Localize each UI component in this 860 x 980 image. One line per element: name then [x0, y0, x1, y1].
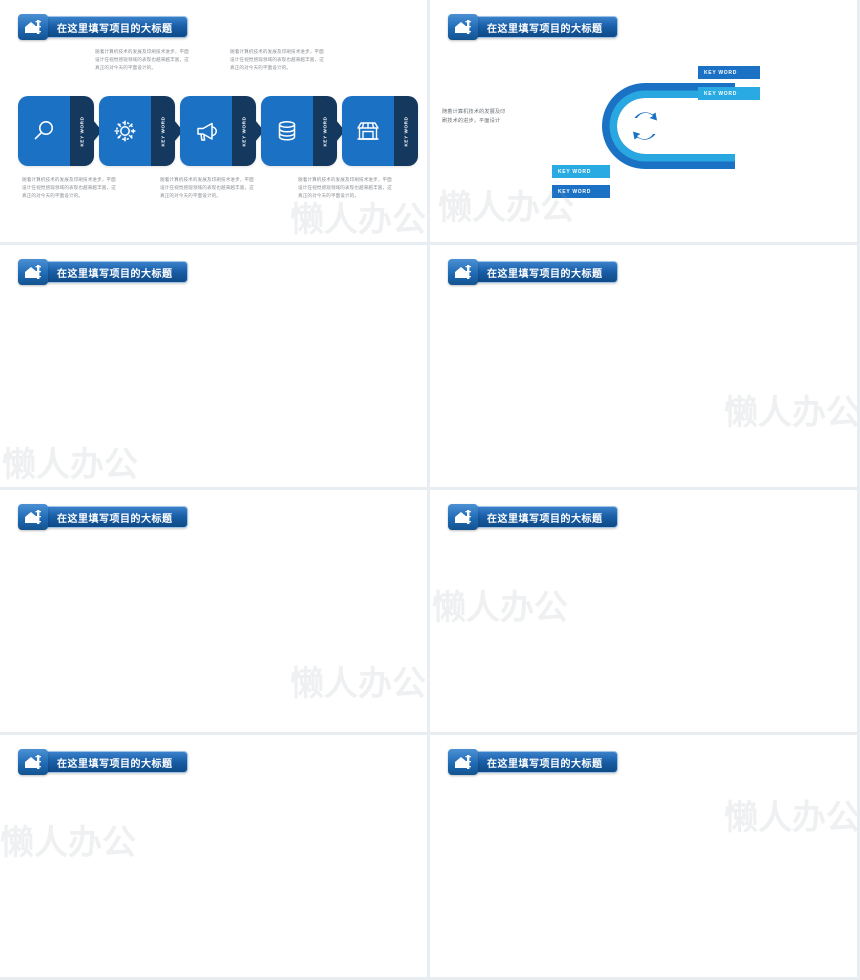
slide-7-title-badge: 在这里填写项目的大标题	[18, 749, 188, 775]
slide-4[interactable]: 在这里填写项目的大标题 随着计算机技术的发展及印刷技术进步，平面设计在视觉感观领…	[430, 245, 860, 490]
chevron-step-1[interactable]: KEY WORD	[18, 96, 102, 166]
slide-1-chevron-row[interactable]: KEY WORD	[18, 96, 418, 166]
home-ruler-icon	[18, 259, 48, 285]
slide-5-title-badge: 在这里填写项目的大标题	[18, 504, 188, 530]
chevron-arrow	[174, 120, 183, 142]
watermark: 懒人办公	[2, 447, 138, 484]
slide-2-left-caption: 随着计算机技术的发展及印刷技术的进步，平面设计	[442, 109, 506, 124]
slide-1-title-bar: 在这里填写项目的大标题	[40, 16, 188, 38]
keyword-text: KEY WORD	[322, 116, 328, 146]
keyword-text: KEY WORD	[241, 116, 247, 146]
slide-6[interactable]: 在这里填写项目的大标题	[430, 490, 860, 735]
keyword-bar-2[interactable]: KEY WORD	[698, 87, 760, 100]
keyword-text: KEY WORD	[704, 90, 738, 97]
caption: 随着计算机技术的发展及印刷技术进步，平面设计在视觉感观领域的表现也越来越丰富，这…	[95, 49, 189, 71]
caption: 随着计算机技术的发展及印刷技术进步，平面设计在视觉感观领域的表现也越来越丰富，这…	[22, 177, 116, 199]
slide-6-title-badge: 在这里填写项目的大标题	[448, 504, 618, 530]
chevron-arrow	[93, 120, 102, 142]
slide-5-title-text: 在这里填写项目的大标题	[57, 513, 173, 525]
slide-5[interactable]: 在这里填写项目的大标题	[0, 490, 430, 735]
slide-8-title-text: 在这里填写项目的大标题	[487, 758, 603, 770]
keyword-text: KEY WORD	[403, 116, 409, 146]
megaphone-icon	[180, 96, 232, 166]
keyword-text: KEY WORD	[558, 168, 592, 175]
chevron-arrow	[255, 120, 264, 142]
slide-4-title-bar: 在这里填写项目的大标题	[470, 261, 618, 283]
chevron-step-2[interactable]: KEY WORD	[99, 96, 183, 166]
slide-3-title-bar: 在这里填写项目的大标题	[40, 261, 188, 283]
slide-3[interactable]: 在这里填写项目的大标题 随着计算机技术的发展及印刷技术进步，平面设计在视觉感观领…	[0, 245, 430, 490]
chevron-label-2: KEY WORD	[151, 96, 175, 166]
slide-8[interactable]: 在这里填写项目的大标题 02	[430, 735, 860, 980]
chevron-arrow	[336, 120, 345, 142]
slide-3-title-text: 在这里填写项目的大标题	[57, 268, 173, 280]
keyword-text: KEY WORD	[704, 69, 738, 76]
watermark: 懒人办公	[0, 825, 136, 862]
chevron-step-3[interactable]: KEY WORD	[180, 96, 264, 166]
store-icon	[342, 96, 394, 166]
keyword-text: KEY WORD	[160, 116, 166, 146]
slide-6-title-bar: 在这里填写项目的大标题	[470, 506, 618, 528]
slide-7[interactable]: 在这里填写项目的大标题 KEY WORD 随着计算机技术的发展及印刷技术进步平面…	[0, 735, 430, 980]
caption: 随着计算机技术的发展及印刷技术进步，平面设计在视觉感观领域的表现也越来越丰富，这…	[230, 49, 324, 71]
keyword-text: KEY WORD	[79, 116, 85, 146]
keyword-bar-4[interactable]: KEY WORD	[552, 185, 610, 198]
home-ruler-icon	[448, 749, 478, 775]
caption: 随着计算机技术的发展及印刷技术进步，平面设计在视觉感观领域的表现也越来越丰富，这…	[160, 177, 254, 199]
home-ruler-icon	[448, 259, 478, 285]
slide-1-top-captions: 随着计算机技术的发展及印刷技术进步，平面设计在视觉感观领域的表现也越来越丰富，这…	[0, 48, 430, 88]
slide-2-title-badge: 在这里填写项目的大标题	[448, 14, 618, 40]
home-ruler-icon	[18, 14, 48, 40]
chevron-step-4[interactable]: KEY WORD	[261, 96, 345, 166]
gear-icon	[99, 96, 151, 166]
keyword-bar-1[interactable]: KEY WORD	[698, 66, 760, 79]
slide-4-title-text: 在这里填写项目的大标题	[487, 268, 603, 280]
chevron-label-5: KEY WORD	[394, 96, 418, 166]
watermark: 懒人办公	[724, 800, 860, 837]
slide-8-title-badge: 在这里填写项目的大标题	[448, 749, 618, 775]
chevron-step-5[interactable]: KEY WORD	[342, 96, 418, 166]
slide-2-title-text: 在这里填写项目的大标题	[487, 23, 603, 35]
watermark: 懒人办公	[724, 395, 860, 432]
keyword-bar-3[interactable]: KEY WORD	[552, 165, 610, 178]
chevron-label-3: KEY WORD	[232, 96, 256, 166]
home-ruler-icon	[18, 749, 48, 775]
slide-4-title-badge: 在这里填写项目的大标题	[448, 259, 618, 285]
home-ruler-icon	[448, 14, 478, 40]
caption: 随着计算机技术的发展及印刷技术进步，平面设计在视觉感观领域的表现也越来越丰富，这…	[298, 177, 392, 199]
magnifier-icon	[18, 96, 70, 166]
slide-7-title-text: 在这里填写项目的大标题	[57, 758, 173, 770]
slide-8-title-bar: 在这里填写项目的大标题	[470, 751, 618, 773]
slide-2[interactable]: 在这里填写项目的大标题 随着计算机技术的发展及印刷技术的进步，平面设计 KEY …	[430, 0, 860, 245]
slide-1-title-text: 在这里填写项目的大标题	[57, 23, 173, 35]
slide-6-title-text: 在这里填写项目的大标题	[487, 513, 603, 525]
slide-2-title-bar: 在这里填写项目的大标题	[470, 16, 618, 38]
home-ruler-icon	[448, 504, 478, 530]
slide-5-title-bar: 在这里填写项目的大标题	[40, 506, 188, 528]
database-icon	[261, 96, 313, 166]
watermark: 懒人办公	[432, 590, 568, 627]
slide-3-title-badge: 在这里填写项目的大标题	[18, 259, 188, 285]
keyword-text: KEY WORD	[558, 188, 592, 195]
slide-1-title-badge: 在这里填写项目的大标题	[18, 14, 188, 40]
slide-7-title-bar: 在这里填写项目的大标题	[40, 751, 188, 773]
chevron-label-1: KEY WORD	[70, 96, 94, 166]
watermark: 懒人办公	[290, 666, 426, 703]
home-ruler-icon	[18, 504, 48, 530]
chevron-label-4: KEY WORD	[313, 96, 337, 166]
slide-1[interactable]: 在这里填写项目的大标题 随着计算机技术的发展及印刷技术进步，平面设计在视觉感观领…	[0, 0, 430, 245]
